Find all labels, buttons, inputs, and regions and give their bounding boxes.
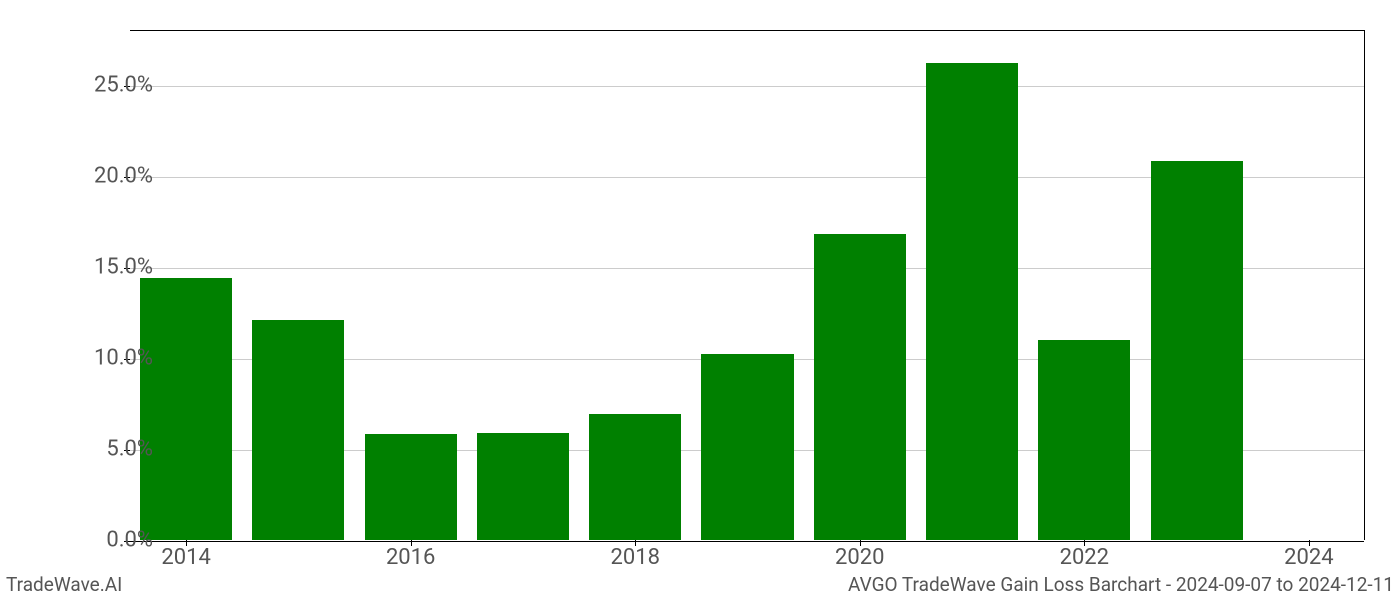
bar xyxy=(926,63,1018,540)
x-tick-label: 2018 xyxy=(610,545,659,570)
bar xyxy=(477,433,569,540)
x-tick-label: 2014 xyxy=(161,545,210,570)
footer-left-text: TradeWave.AI xyxy=(6,573,122,596)
x-tick-label: 2024 xyxy=(1284,545,1333,570)
y-tick-label: 0.0% xyxy=(106,528,153,553)
y-tick-label: 15.0% xyxy=(94,254,153,279)
bar xyxy=(701,354,793,540)
x-axis-baseline xyxy=(130,541,1364,542)
bar xyxy=(140,278,232,540)
bar xyxy=(365,434,457,540)
x-tick-label: 2016 xyxy=(386,545,435,570)
bar-chart xyxy=(130,30,1365,540)
bar xyxy=(252,320,344,540)
y-tick-label: 10.0% xyxy=(94,345,153,370)
bar xyxy=(814,234,906,540)
x-tick-label: 2022 xyxy=(1060,545,1109,570)
bar xyxy=(1151,161,1243,540)
footer-right-text: AVGO TradeWave Gain Loss Barchart - 2024… xyxy=(848,573,1394,596)
y-tick-label: 5.0% xyxy=(106,436,153,461)
bar xyxy=(589,414,681,540)
plot-area xyxy=(130,30,1365,540)
y-tick-label: 25.0% xyxy=(94,72,153,97)
bar xyxy=(1038,340,1130,540)
x-tick-label: 2020 xyxy=(835,545,884,570)
gridline xyxy=(130,86,1364,87)
y-tick-label: 20.0% xyxy=(94,163,153,188)
